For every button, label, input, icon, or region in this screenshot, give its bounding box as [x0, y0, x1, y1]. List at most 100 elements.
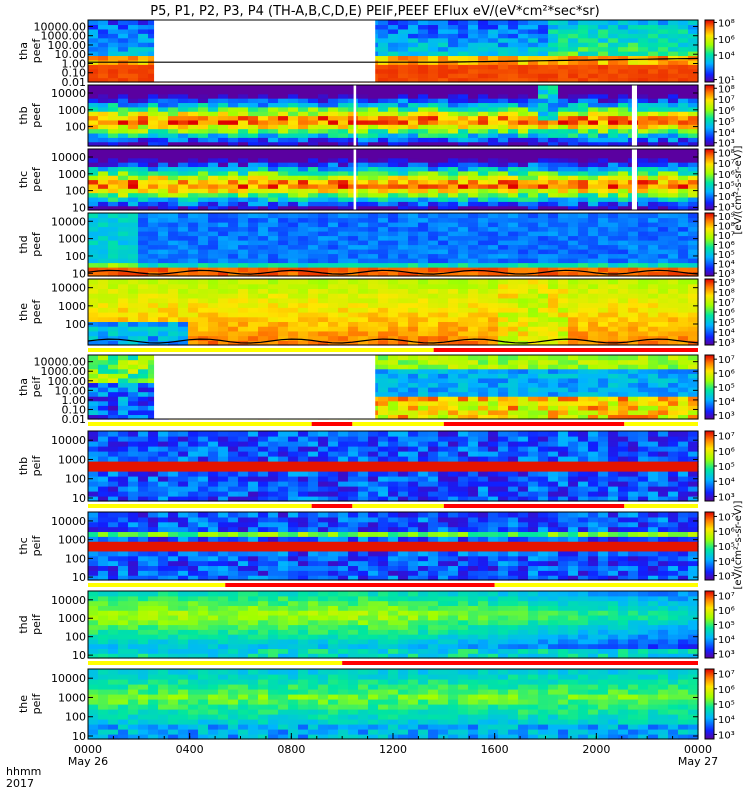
colorbar-tick-label: 10⁵	[718, 318, 735, 329]
mode-bar-segment	[352, 504, 444, 508]
y-tick-label: 100	[65, 552, 86, 565]
colorbar-tick-label: 10³	[718, 730, 735, 741]
colorbar-tick-label: 10⁵	[718, 383, 735, 394]
colorbar-tick-label: 10⁷	[718, 95, 735, 106]
mode-bar-segment	[624, 422, 698, 426]
data-gap	[632, 149, 637, 210]
y-label-var: peef	[30, 102, 43, 128]
colorbar-tick-label: 10⁶	[718, 308, 735, 319]
colorbar-tick-label: 10⁴	[718, 128, 735, 139]
colorbar-tick-label: 10⁵	[718, 117, 735, 128]
mode-bar-segment	[312, 504, 353, 508]
y-tick-label: 100	[65, 121, 86, 134]
panel-tha-peef: 10000.001000.00100.0010.001.000.100.01th…	[17, 18, 735, 89]
y-tick-label: 10000	[51, 282, 86, 295]
colorbar-tick-label: 10⁶	[718, 447, 735, 458]
y-label-var: peif	[30, 376, 43, 398]
colorbar-tick-label: 10⁷	[718, 432, 735, 443]
y-label-var: peef	[30, 231, 43, 257]
colorbar-tick-label: 10⁷	[718, 591, 735, 602]
colorbar-tick-label: 10⁴	[718, 397, 735, 408]
y-label-var: peef	[30, 38, 43, 64]
y-label-probe: tha	[17, 42, 30, 60]
spectrogram-cells	[88, 431, 699, 502]
data-gap	[154, 20, 375, 82]
y-label-var: peif	[30, 613, 43, 635]
mode-bar-segment	[352, 422, 444, 426]
date-label-end: May 27	[678, 755, 718, 768]
colorbar-tick-label: 10⁸	[718, 288, 735, 299]
y-tick-label: 10	[72, 571, 86, 584]
y-tick-label: 10000	[51, 434, 86, 447]
y-tick-label: 1000	[58, 168, 86, 181]
spectrogram-cells	[88, 279, 699, 346]
y-tick-label: 10000	[51, 151, 86, 164]
mode-bar	[88, 504, 698, 508]
date-label-start: May 26	[68, 755, 108, 768]
time-tick-label: 0800	[277, 743, 305, 756]
y-tick-label: 1000	[58, 534, 86, 547]
y-label-probe: thb	[17, 457, 30, 475]
mode-bar	[88, 348, 698, 352]
mode-bar-segment	[444, 422, 624, 426]
y-label-probe: the	[17, 303, 30, 321]
colorbar-tick-label: 10⁹	[718, 278, 735, 289]
colorbar-tick-label: 10⁷	[718, 670, 735, 681]
colorbar-tick-label: 10⁴	[718, 51, 735, 62]
y-tick-label: 100	[65, 473, 86, 486]
figure-title: P5, P1, P2, P3, P4 (TH-A,B,C,D,E) PEIF,P…	[150, 4, 599, 19]
y-tick-label: 10	[72, 649, 86, 662]
y-tick-label: 10	[72, 201, 86, 214]
mode-bar-segment	[495, 583, 698, 587]
colorbar-tick-label: 10⁸	[718, 84, 735, 95]
mode-bar-segment	[88, 348, 434, 352]
time-tick-label: 1200	[379, 743, 407, 756]
y-label-var: peif	[30, 455, 43, 477]
y-tick-label: 1000	[58, 233, 86, 246]
colorbar-tick-label: 10⁴	[718, 260, 735, 271]
y-tick-label: 100	[65, 711, 86, 724]
data-gap	[154, 355, 375, 419]
data-gap	[354, 149, 357, 210]
y-tick-label: 10	[72, 492, 86, 505]
colorbar-tick-label: 10⁶	[718, 369, 735, 380]
spectrogram-cells	[88, 591, 699, 659]
mode-bar-segment	[312, 422, 353, 426]
time-tick-label: 2000	[582, 743, 610, 756]
y-label-var: peif	[30, 535, 43, 557]
y-label-var: peif	[30, 693, 43, 715]
y-label-probe: thb	[17, 106, 30, 124]
y-label-probe: tha	[17, 378, 30, 396]
mode-bar-segment	[88, 583, 225, 587]
y-tick-label: 100	[65, 250, 86, 263]
y-tick-label: 10000	[51, 672, 86, 685]
y-tick-label: 100	[65, 631, 86, 644]
y-tick-label: 1000	[58, 300, 86, 313]
mode-bar-segment	[434, 348, 698, 352]
colorbar-tick-label: 10⁶	[718, 606, 735, 617]
mode-bar-segment	[225, 583, 494, 587]
colorbar-units-peif: [eV/(cm²-s-sr-eV)]	[733, 500, 744, 589]
colorbar-tick-label: 10⁸	[718, 18, 735, 29]
colorbar-tick-label: 10⁴	[718, 715, 735, 726]
y-tick-label: 100	[65, 185, 86, 198]
colorbar-tick-label: 10⁶	[718, 106, 735, 117]
y-label-probe: thc	[17, 537, 30, 554]
y-tick-label: 1000	[58, 453, 86, 466]
mode-bar-segment	[342, 661, 698, 665]
spectrogram-cells	[88, 213, 699, 277]
y-tick-label: 10	[72, 730, 86, 743]
time-tick-label: 1600	[481, 743, 509, 756]
